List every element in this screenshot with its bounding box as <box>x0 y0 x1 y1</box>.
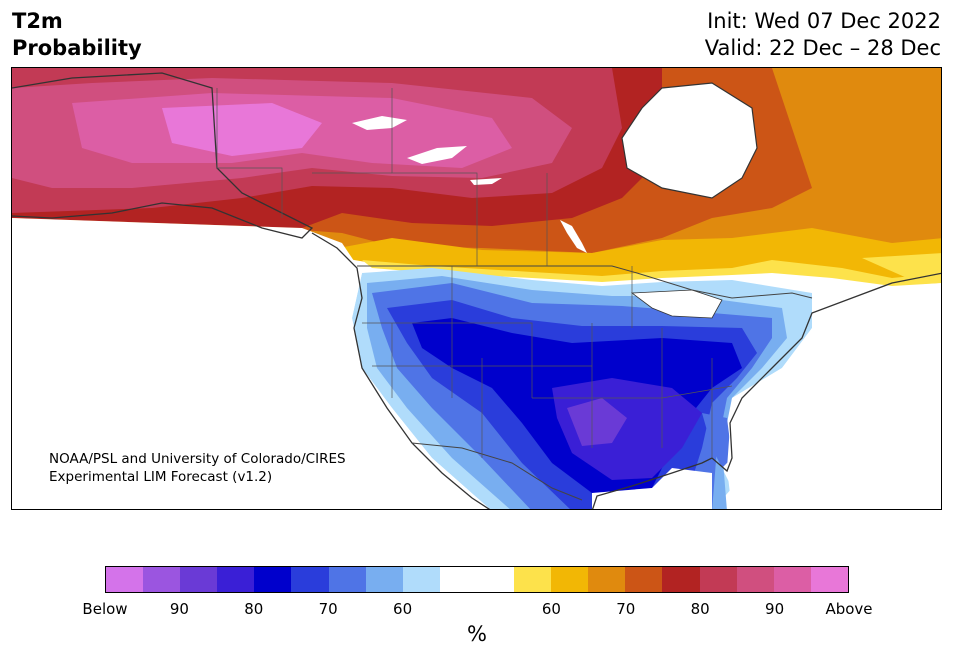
state-province-lines <box>216 88 733 458</box>
east-canada-yellow <box>862 253 941 283</box>
colorbar-cell <box>810 567 848 592</box>
valid-date: Valid: 22 Dec – 28 Dec <box>704 36 941 60</box>
colorbar-tick-label: 60 <box>393 600 413 618</box>
probability-map <box>11 67 942 510</box>
credit-line-2: Experimental LIM Forecast (v1.2) <box>49 469 273 485</box>
colorbar-cell <box>699 567 737 592</box>
colorbar-cell <box>328 567 366 592</box>
colorbar-cell <box>180 567 218 592</box>
credit-line-1: NOAA/PSL and University of Colorado/CIRE… <box>49 451 346 467</box>
warm-band-yellow <box>362 260 941 286</box>
colorbar-tick-label: 90 <box>169 600 189 618</box>
forecast-dates: Init: Wed 07 Dec 2022 Valid: 22 Dec – 28… <box>705 8 941 62</box>
great-slave-lake <box>352 116 407 130</box>
colorbar-cell <box>588 567 626 592</box>
colorbar-tick-label: 60 <box>541 600 561 618</box>
colorbar-cell <box>143 567 181 592</box>
colorbar-cell <box>773 567 811 592</box>
great-bear-lake <box>407 146 467 164</box>
cold-band-purple <box>567 398 627 446</box>
colorbar-cell <box>217 567 255 592</box>
warm-band-violet <box>162 103 322 156</box>
colorbar-cell <box>291 567 329 592</box>
colorbar-cell <box>551 567 589 592</box>
colorbar-cell <box>439 567 477 592</box>
colorbar-tick-label: 90 <box>765 600 785 618</box>
west-coastline <box>311 232 491 509</box>
colorbar-tick-label: 70 <box>318 600 338 618</box>
init-date: Init: Wed 07 Dec 2022 <box>707 9 941 33</box>
colorbar-cell <box>402 567 440 592</box>
lake-winnipeg <box>560 220 587 253</box>
colorbar-tick-label: 80 <box>690 600 710 618</box>
colorbar-tick-label: 70 <box>616 600 636 618</box>
map-canvas <box>12 68 941 509</box>
gulf-of-mexico <box>592 468 712 509</box>
map-title: T2m Probability <box>12 8 142 62</box>
lake-athabasca <box>470 178 502 185</box>
alaska-coastline <box>12 72 314 239</box>
pacific-ocean <box>12 218 490 509</box>
title-line-2: Probability <box>12 36 142 60</box>
colorbar-cell <box>625 567 663 592</box>
colorbar-cell <box>736 567 774 592</box>
us-canada-border <box>357 265 813 299</box>
colorbar-tick-label: 80 <box>244 600 264 618</box>
colorbar-cell <box>365 567 403 592</box>
hudson-bay <box>621 82 758 199</box>
colorbar-cell <box>662 567 700 592</box>
florida-peninsula <box>702 413 732 468</box>
colorbar-tick-label: Above <box>825 600 873 618</box>
atlantic-ocean <box>727 283 941 509</box>
credit-note: NOAA/PSL and University of Colorado/CIRE… <box>49 450 346 486</box>
probability-colorbar <box>105 566 849 593</box>
colorbar-cell <box>514 567 552 592</box>
colorbar-tick-label: Below <box>82 600 128 618</box>
colorbar-cell <box>106 567 144 592</box>
colorbar-cell <box>476 567 515 592</box>
colorbar-unit: % <box>467 622 487 646</box>
title-line-1: T2m <box>12 9 63 33</box>
gulf-coastline <box>591 272 941 509</box>
us-mexico-border <box>411 442 583 501</box>
colorbar-cell <box>254 567 292 592</box>
